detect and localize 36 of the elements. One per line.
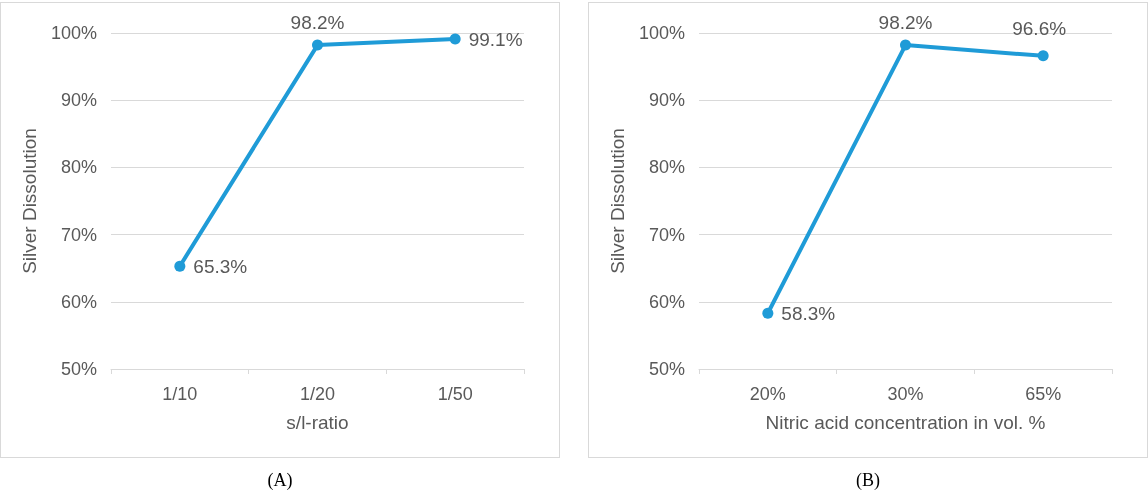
y-tick-label: 90%	[648, 90, 685, 111]
y-tick-label: 70%	[648, 224, 685, 245]
text: (A)	[266, 470, 294, 491]
y-tick-label: 70%	[60, 224, 97, 245]
text: (B)	[855, 470, 881, 491]
y-tick-label: 100%	[638, 23, 685, 43]
y-tick-label: 50%	[60, 359, 97, 379]
x-axis-title: Nitric acid concentration in vol. %	[765, 412, 1046, 433]
data-label: 65.3%	[193, 255, 248, 277]
y-axis-title: Silver Dissolution	[19, 128, 40, 274]
data-label: 98.2%	[290, 11, 345, 33]
point	[1037, 50, 1049, 62]
y-tick-label: 80%	[60, 157, 97, 178]
y-tick-label: 60%	[60, 291, 97, 312]
point	[312, 39, 323, 51]
y-tick-label: 80%	[648, 157, 685, 178]
point	[900, 39, 911, 51]
y-tick-label: 60%	[648, 291, 685, 312]
data-label: 99.1%	[468, 28, 523, 50]
data-label: 96.6%	[1012, 18, 1067, 40]
point	[762, 307, 774, 319]
x-tick-label: 1/10	[162, 384, 198, 404]
x-axis-title: s/l-ratio	[286, 412, 349, 433]
x-tick-label: 20%	[749, 384, 786, 404]
x-tick-label: 65%	[1025, 384, 1062, 404]
data-label: 58.3%	[781, 302, 836, 324]
x-tick-label: 30%	[887, 384, 924, 404]
y-tick-label: 90%	[60, 90, 97, 111]
data-label: 98.2%	[878, 11, 933, 33]
y-axis-title: Silver Dissolution	[607, 128, 628, 274]
point	[449, 33, 461, 45]
x-tick-label: 1/50	[437, 384, 473, 404]
point	[174, 260, 186, 272]
y-tick-label: 100%	[50, 23, 97, 43]
y-tick-label: 50%	[648, 359, 685, 379]
x-tick-label: 1/20	[299, 384, 336, 404]
